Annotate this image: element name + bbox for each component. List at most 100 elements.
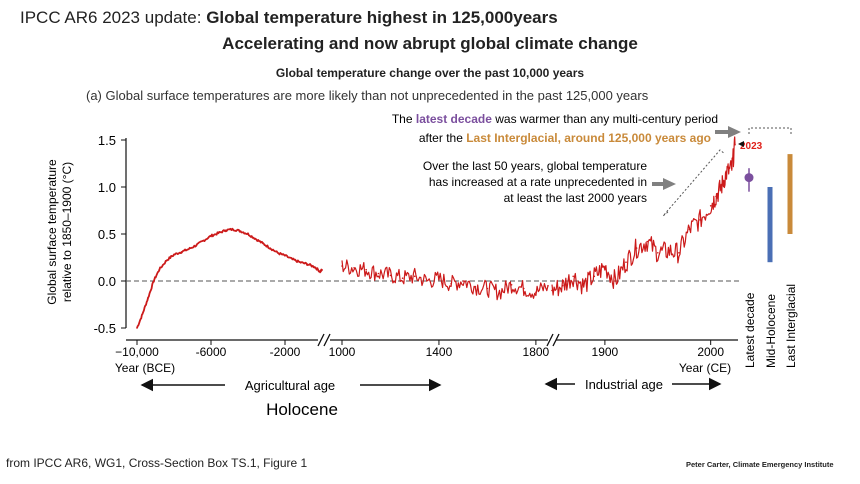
rate-bracket	[662, 149, 726, 217]
interglacial-note: after the Last Interglacial, around 125,…	[419, 131, 711, 145]
data-point	[341, 265, 343, 267]
data-point	[462, 280, 465, 282]
main-title-line2: Accelerating and now abrupt global clima…	[222, 34, 638, 53]
data-point	[147, 297, 149, 299]
rate-note-line1: Over the last 50 years, global temperatu…	[423, 159, 647, 173]
latest-decade-prefix: The	[392, 112, 416, 126]
data-point	[401, 277, 404, 280]
data-point	[561, 284, 564, 287]
y-tick-label: -0.5	[94, 321, 116, 336]
series-line-holocene	[136, 227, 323, 329]
data-point	[498, 291, 501, 294]
data-point	[276, 252, 279, 254]
main-title-bold: Global temperature highest in 125,000yea…	[206, 8, 558, 27]
x-tick-label: 1900	[592, 345, 619, 359]
data-point	[734, 143, 736, 146]
data-point	[158, 268, 160, 271]
credit-line: Peter Carter, Climate Emergency Institut…	[686, 460, 834, 469]
data-point	[173, 253, 175, 256]
data-point	[262, 242, 264, 245]
series-line-instrumental	[551, 136, 736, 297]
data-point	[709, 205, 712, 207]
data-point	[551, 289, 553, 292]
y-axis-label-line1: Global surface temperature	[45, 159, 59, 305]
data-point	[593, 275, 596, 278]
data-point	[604, 266, 606, 268]
data-point	[389, 274, 392, 277]
data-point	[210, 235, 212, 237]
reference-markers: Latest decade Mid-Holocene Last Interglaci…	[738, 141, 798, 368]
data-point	[486, 287, 489, 290]
series-line-last-millennium	[341, 259, 549, 301]
main-title-prefix: IPCC AR6 2023 update:	[20, 8, 207, 27]
x-axis-title: Year (CE)	[679, 361, 731, 375]
data-point	[291, 258, 294, 261]
data-point	[239, 230, 242, 232]
axis-break	[323, 333, 331, 347]
data-point	[319, 270, 321, 273]
data-point	[152, 280, 155, 282]
x-tick-label: 1400	[426, 345, 453, 359]
data-point	[195, 244, 197, 247]
x-tick-label: -2000	[270, 345, 301, 359]
data-point	[720, 186, 722, 188]
latest-decade-label: Latest decade	[743, 292, 757, 368]
data-point	[657, 252, 659, 254]
y-tick-label: 1.0	[98, 180, 116, 195]
year-2023-label: 2023	[740, 141, 763, 152]
industrial-age-label: Industrial age	[585, 377, 663, 392]
axis-break	[317, 333, 325, 347]
x-axis-title: Year (BCE)	[115, 361, 175, 375]
axis-break	[552, 333, 560, 347]
agricultural-age-label: Agricultural age	[245, 378, 335, 393]
y-axis-label: Global surface temperature relative to 1…	[45, 159, 74, 305]
holocene-label: Holocene	[266, 400, 338, 419]
data-point	[225, 229, 227, 231]
data-point	[299, 261, 301, 264]
main-title: IPCC AR6 2023 update: Global temperature…	[20, 8, 558, 28]
latest-decade-term: latest decade	[416, 112, 492, 126]
data-point	[523, 287, 525, 290]
data-point	[353, 267, 355, 269]
panel-caption: (a) Global surface temperatures are more…	[86, 88, 649, 103]
x-tick-label: 1800	[523, 345, 550, 359]
x-tick-label: 1000	[329, 345, 356, 359]
data-point	[635, 247, 638, 249]
interglacial-term: Last Interglacial, around 125,000 years …	[466, 131, 711, 145]
chart-subtitle: Global temperature change over the past …	[275, 66, 585, 80]
data-point	[365, 268, 368, 271]
annotation-arrow-right	[715, 126, 741, 138]
y-axis-label-line2: relative to 1850–1900 (°C)	[60, 162, 74, 302]
data-point	[450, 283, 452, 285]
mid-holocene-range	[767, 187, 773, 263]
interglacial-prefix: after the	[419, 131, 466, 145]
data-point	[165, 259, 168, 262]
x-tick-label: −10,000	[115, 345, 159, 359]
data-point	[688, 228, 691, 231]
data-point	[284, 254, 286, 257]
data-point	[699, 219, 701, 221]
data-point	[614, 280, 617, 282]
rate-note-line3: at least the last 2000 years	[504, 191, 647, 205]
last-interglacial-range	[787, 154, 793, 234]
data-point	[510, 284, 513, 286]
data-point	[136, 327, 138, 329]
data-point	[625, 261, 627, 264]
data-point	[725, 172, 728, 174]
data-point	[313, 266, 316, 268]
data-point	[547, 284, 549, 287]
data-point	[474, 285, 477, 288]
data-point	[535, 291, 537, 294]
year-2023-pointer	[738, 141, 744, 147]
x-tick-label: -6000	[196, 345, 227, 359]
rate-note-line2: has increased at a rate unprecedented in	[429, 175, 647, 189]
data-point	[202, 239, 205, 242]
data-point	[180, 251, 183, 253]
data-point	[247, 233, 249, 235]
data-point	[188, 248, 190, 250]
data-point	[413, 275, 416, 278]
data-point	[582, 284, 585, 287]
data-point	[321, 268, 323, 271]
y-tick-label: 1.5	[98, 133, 116, 148]
data-point	[678, 252, 680, 254]
